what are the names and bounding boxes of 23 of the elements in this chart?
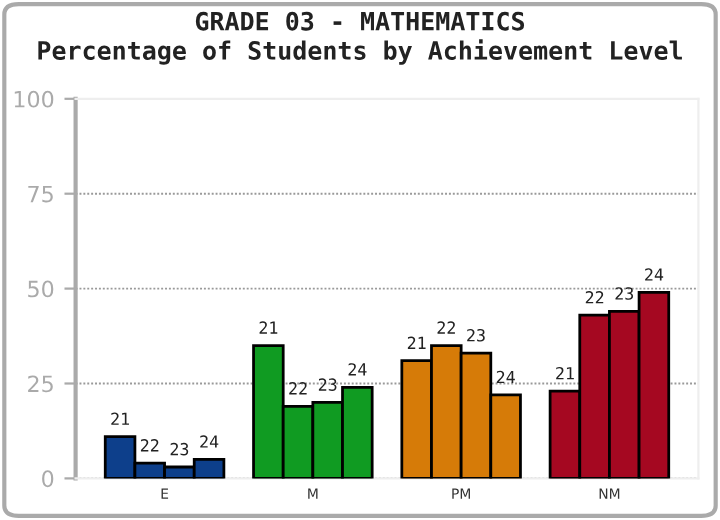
text: 24 <box>348 363 367 376</box>
text: 23 <box>318 378 337 391</box>
text: 23 <box>467 328 485 342</box>
text: 21 <box>407 336 426 349</box>
series-label: 24 <box>645 268 664 281</box>
text: 24 <box>200 435 219 448</box>
y-tick-label: 100 <box>14 90 54 108</box>
y-tick-label: 0 <box>42 470 54 488</box>
text: 21 <box>259 321 278 334</box>
text: 22 <box>437 321 455 334</box>
chart-title: GRADE 03 - MATHEMATICS <box>195 11 525 31</box>
text: 22 <box>585 291 604 304</box>
text: 21 <box>111 412 129 425</box>
series-label: 23 <box>170 442 189 456</box>
text: 22 <box>140 439 159 452</box>
series-label: 21 <box>556 366 574 380</box>
text: 23 <box>615 287 634 300</box>
chart-subtitle: Percentage of Students by Achievement Level <box>38 39 682 65</box>
series-label: 22 <box>289 382 307 395</box>
y-tick-label: 75 <box>28 185 53 203</box>
text: 24 <box>496 370 515 384</box>
y-tick-label: 25 <box>28 375 53 393</box>
y-tick-label: 50 <box>28 280 54 298</box>
